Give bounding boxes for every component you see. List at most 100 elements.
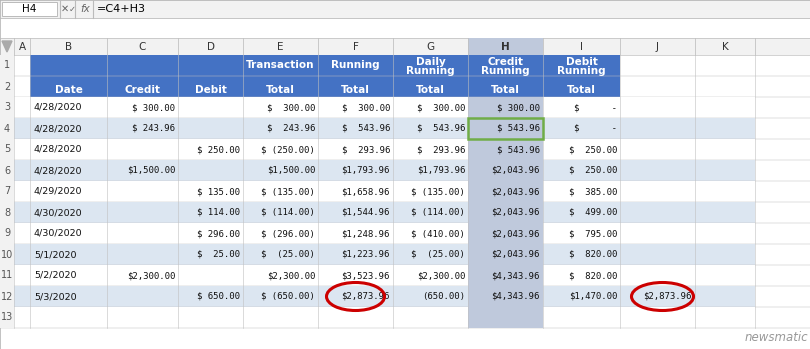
Bar <box>14 139 755 160</box>
Text: fx: fx <box>80 4 90 14</box>
Bar <box>468 97 543 118</box>
Text: 1: 1 <box>4 60 10 70</box>
Text: 4/28/2020: 4/28/2020 <box>34 145 83 154</box>
Text: $ (135.00): $ (135.00) <box>411 187 465 196</box>
Text: $ (114.00): $ (114.00) <box>411 208 465 217</box>
Text: $ 296.00: $ 296.00 <box>197 229 240 238</box>
Bar <box>14 97 755 118</box>
Text: $ 543.96: $ 543.96 <box>497 145 540 154</box>
Bar <box>468 118 543 139</box>
Bar <box>0 307 14 328</box>
Bar <box>0 38 810 55</box>
Bar <box>14 181 755 202</box>
Text: $  300.00: $ 300.00 <box>416 103 465 112</box>
Text: 3: 3 <box>4 103 10 112</box>
Text: $      -: $ - <box>574 103 617 112</box>
Text: $  293.96: $ 293.96 <box>342 145 390 154</box>
Polygon shape <box>2 41 12 52</box>
Text: 4/28/2020: 4/28/2020 <box>34 103 83 112</box>
Text: $1,793.96: $1,793.96 <box>416 166 465 175</box>
Bar <box>468 139 543 160</box>
Text: 4/28/2020: 4/28/2020 <box>34 124 83 133</box>
Text: D: D <box>207 42 215 52</box>
Text: $ 543.96: $ 543.96 <box>497 124 540 133</box>
Bar <box>468 307 543 328</box>
Text: $  300.00: $ 300.00 <box>342 103 390 112</box>
Text: $2,043.96: $2,043.96 <box>492 187 540 196</box>
Text: ✓: ✓ <box>69 5 75 14</box>
Text: F: F <box>352 42 359 52</box>
Text: $ 300.00: $ 300.00 <box>132 103 175 112</box>
Text: $1,544.96: $1,544.96 <box>342 208 390 217</box>
Bar <box>0 76 14 97</box>
Text: K: K <box>722 42 728 52</box>
Text: $2,043.96: $2,043.96 <box>492 166 540 175</box>
Text: 5/2/2020: 5/2/2020 <box>34 271 76 280</box>
Text: Transaction: Transaction <box>246 60 315 70</box>
Text: $ 650.00: $ 650.00 <box>197 292 240 301</box>
Bar <box>0 265 14 286</box>
Text: $  (25.00): $ (25.00) <box>411 250 465 259</box>
Bar <box>468 244 543 265</box>
Text: $1,223.96: $1,223.96 <box>342 250 390 259</box>
Text: $2,043.96: $2,043.96 <box>492 250 540 259</box>
Text: Running: Running <box>406 66 454 76</box>
Text: $1,500.00: $1,500.00 <box>126 166 175 175</box>
Text: I: I <box>580 42 583 52</box>
Text: H4: H4 <box>22 4 36 14</box>
Text: Debit: Debit <box>565 57 598 67</box>
Bar <box>0 0 810 18</box>
Text: 2: 2 <box>4 82 10 91</box>
Text: Credit: Credit <box>488 57 523 67</box>
Text: 10: 10 <box>1 250 13 260</box>
Bar <box>14 118 755 139</box>
Bar <box>468 118 543 139</box>
Text: 4: 4 <box>4 124 10 134</box>
Text: $ 114.00: $ 114.00 <box>197 208 240 217</box>
Text: 9: 9 <box>4 229 10 238</box>
Text: $ (135.00): $ (135.00) <box>262 187 315 196</box>
Text: $  385.00: $ 385.00 <box>569 187 617 196</box>
Bar <box>0 244 14 265</box>
Bar <box>0 139 14 160</box>
Bar <box>14 223 755 244</box>
Text: $1,500.00: $1,500.00 <box>266 166 315 175</box>
Bar <box>468 286 543 307</box>
Bar <box>0 118 14 139</box>
Text: $  543.96: $ 543.96 <box>342 124 390 133</box>
Text: 4/30/2020: 4/30/2020 <box>34 229 83 238</box>
Text: ✕: ✕ <box>61 4 69 14</box>
Text: $  25.00: $ 25.00 <box>197 250 240 259</box>
Text: $  293.96: $ 293.96 <box>416 145 465 154</box>
Text: Total: Total <box>341 85 370 95</box>
Text: $ (114.00): $ (114.00) <box>262 208 315 217</box>
Text: 11: 11 <box>1 270 13 281</box>
Bar <box>468 202 543 223</box>
Bar <box>14 244 755 265</box>
Text: $1,470.00: $1,470.00 <box>569 292 617 301</box>
Text: Total: Total <box>416 85 445 95</box>
Bar <box>468 181 543 202</box>
Bar <box>0 286 14 307</box>
Text: 13: 13 <box>1 312 13 322</box>
Text: $  243.96: $ 243.96 <box>266 124 315 133</box>
Text: 4/28/2020: 4/28/2020 <box>34 166 83 175</box>
Bar <box>468 160 543 181</box>
Text: $  795.00: $ 795.00 <box>569 229 617 238</box>
Text: 12: 12 <box>1 291 13 302</box>
Text: $4,343.96: $4,343.96 <box>492 292 540 301</box>
Text: $2,300.00: $2,300.00 <box>266 271 315 280</box>
Text: $  820.00: $ 820.00 <box>569 271 617 280</box>
Bar <box>468 223 543 244</box>
Text: $ 300.00: $ 300.00 <box>497 103 540 112</box>
Bar <box>0 223 14 244</box>
Text: $  499.00: $ 499.00 <box>569 208 617 217</box>
Text: 5/3/2020: 5/3/2020 <box>34 292 77 301</box>
Bar <box>0 160 14 181</box>
Text: $  300.00: $ 300.00 <box>266 103 315 112</box>
Bar <box>14 160 755 181</box>
Text: $  543.96: $ 543.96 <box>416 124 465 133</box>
Text: 5: 5 <box>4 144 10 155</box>
Bar <box>2 2 57 16</box>
Text: Daily: Daily <box>416 57 446 67</box>
